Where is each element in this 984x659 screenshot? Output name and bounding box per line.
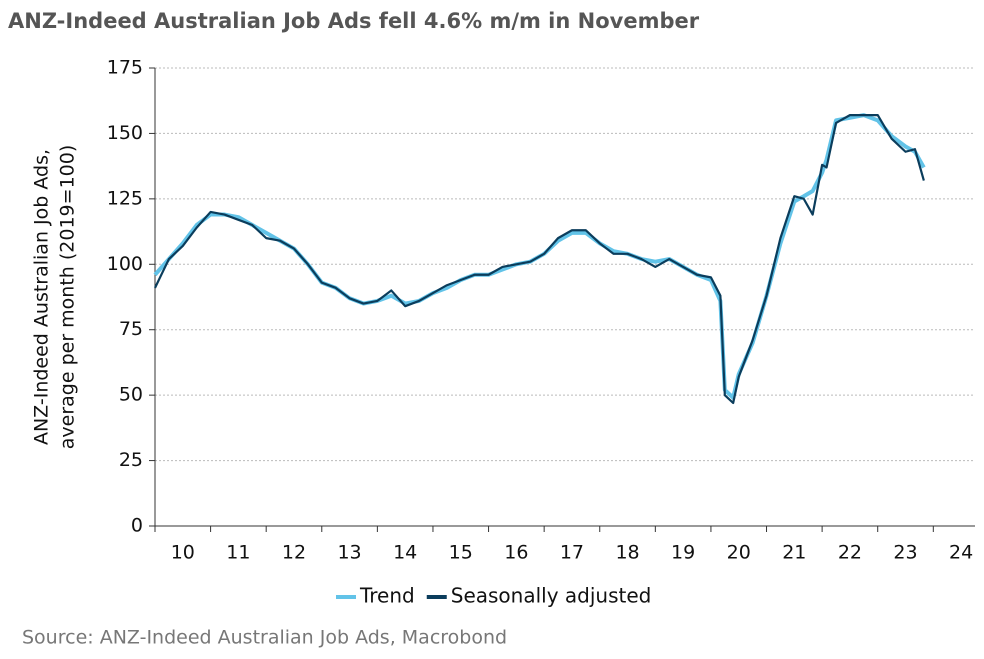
y-tick-label: 100 bbox=[107, 253, 143, 275]
x-tick-label: 15 bbox=[449, 542, 473, 564]
x-tick-label: 22 bbox=[838, 542, 862, 564]
y-axis-label: average per month (2019=100) bbox=[57, 145, 79, 450]
y-tick-label: 125 bbox=[107, 187, 143, 209]
x-tick-label: 17 bbox=[560, 542, 584, 564]
chart-title: ANZ-Indeed Australian Job Ads fell 4.6% … bbox=[8, 9, 700, 33]
x-tick-label: 10 bbox=[171, 542, 195, 564]
y-axis-label: ANZ-Indeed Australian Job Ads, bbox=[31, 149, 53, 445]
x-tick-label: 23 bbox=[893, 542, 917, 564]
x-tick-label: 21 bbox=[782, 542, 806, 564]
x-tick-label: 24 bbox=[949, 542, 973, 564]
legend-label: Trend bbox=[359, 584, 415, 608]
y-tick-label: 0 bbox=[131, 515, 143, 537]
x-tick-label: 13 bbox=[337, 542, 361, 564]
line bbox=[154, 114, 925, 405]
x-tick-label: 12 bbox=[282, 542, 306, 564]
y-tick-label: 50 bbox=[119, 384, 143, 406]
x-tick-label: 19 bbox=[671, 542, 695, 564]
x-tick-label: 11 bbox=[226, 542, 250, 564]
x-tick-label: 16 bbox=[504, 542, 528, 564]
x-tick-label: 18 bbox=[615, 542, 639, 564]
y-tick-label: 175 bbox=[107, 57, 143, 79]
legend-label: Seasonally adjusted bbox=[451, 584, 652, 608]
source-note: Source: ANZ-Indeed Australian Job Ads, M… bbox=[22, 627, 507, 649]
y-tick-label: 75 bbox=[119, 318, 143, 340]
y-tick-label: 25 bbox=[119, 449, 143, 471]
x-tick-label: 20 bbox=[727, 542, 751, 564]
x-tick-label: 14 bbox=[393, 542, 417, 564]
y-tick-label: 150 bbox=[107, 122, 143, 144]
